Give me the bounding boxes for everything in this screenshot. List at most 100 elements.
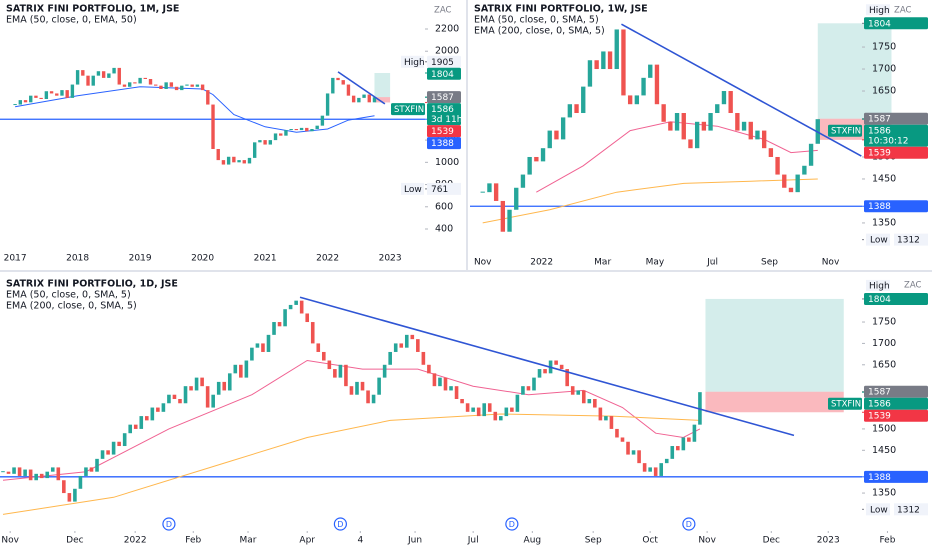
high-value: 1804 bbox=[868, 295, 891, 305]
low-value: 761 bbox=[431, 185, 448, 195]
candle bbox=[674, 113, 680, 131]
ticker-timer: 3d 11h bbox=[431, 115, 462, 125]
high-label: High bbox=[404, 58, 425, 68]
candle bbox=[607, 51, 613, 70]
candle bbox=[534, 156, 539, 162]
price-badge-label: 1539 bbox=[868, 412, 891, 422]
candle bbox=[668, 121, 673, 131]
high-badge bbox=[427, 55, 461, 68]
candle bbox=[404, 334, 409, 348]
candle bbox=[476, 407, 481, 417]
candle bbox=[6, 471, 11, 474]
candle bbox=[221, 160, 226, 165]
candle bbox=[127, 82, 132, 87]
candle bbox=[200, 377, 204, 387]
candle bbox=[493, 411, 498, 421]
candle bbox=[565, 369, 569, 387]
candle bbox=[594, 60, 599, 70]
trendline bbox=[299, 296, 795, 437]
candle bbox=[13, 104, 17, 106]
x-tick-label: 2023 bbox=[379, 254, 402, 264]
price-badge bbox=[864, 470, 928, 483]
candle bbox=[89, 467, 94, 472]
candle bbox=[500, 200, 506, 232]
dividend-marker bbox=[505, 517, 519, 531]
dividend-marker bbox=[162, 517, 176, 531]
x-tick-label: Apr bbox=[299, 536, 315, 546]
candle bbox=[527, 156, 532, 175]
indicator-label: EMA (50, close, 0, SMA, 5) bbox=[474, 15, 599, 26]
candle bbox=[601, 51, 606, 70]
dividend-label: D bbox=[166, 520, 172, 529]
candle bbox=[107, 73, 111, 78]
dividend-label: D bbox=[686, 520, 692, 529]
candle bbox=[18, 100, 23, 105]
candle bbox=[681, 437, 686, 451]
candle bbox=[782, 174, 787, 188]
ticker-price: 1586 bbox=[868, 400, 891, 410]
high-label: High bbox=[869, 281, 890, 291]
x-tick-label: Aug bbox=[524, 536, 542, 546]
candle bbox=[289, 129, 293, 131]
candle bbox=[642, 463, 647, 472]
x-tick-label: Dec bbox=[66, 536, 83, 546]
x-tick-label: 2022 bbox=[316, 254, 339, 264]
candle bbox=[357, 97, 361, 103]
candle bbox=[189, 386, 193, 391]
y-tick-label: 1750 bbox=[872, 42, 896, 53]
candle bbox=[482, 403, 487, 417]
low-label: Low bbox=[870, 236, 888, 246]
candle bbox=[687, 437, 691, 442]
y-tick-label: 1700 bbox=[872, 338, 896, 349]
candle bbox=[239, 364, 243, 378]
candle bbox=[808, 143, 814, 166]
chart-title: SATRIX FINI PORTFOLIO, 1W, JSE bbox=[474, 4, 648, 15]
candle bbox=[377, 377, 381, 395]
candle bbox=[721, 91, 727, 105]
candle bbox=[416, 339, 420, 352]
candle bbox=[84, 467, 88, 476]
candle bbox=[117, 441, 121, 447]
candle bbox=[1, 471, 5, 473]
candle bbox=[366, 390, 370, 404]
candle bbox=[294, 300, 298, 305]
ticker-timer: 10:30:12 bbox=[868, 137, 908, 147]
high-label-box bbox=[866, 279, 890, 291]
candle bbox=[554, 130, 559, 140]
candle bbox=[664, 458, 669, 464]
candle bbox=[29, 95, 33, 103]
candle bbox=[206, 90, 210, 105]
candle bbox=[50, 467, 55, 472]
price-badge bbox=[864, 112, 928, 125]
y-tick-label: 600 bbox=[435, 201, 453, 212]
x-tick-label: Nov bbox=[822, 258, 840, 268]
candle bbox=[232, 156, 236, 163]
candle bbox=[23, 100, 28, 103]
candle bbox=[768, 148, 774, 157]
y-tick-label: 2000 bbox=[435, 46, 459, 57]
high-label-box bbox=[401, 55, 424, 68]
candle bbox=[432, 373, 437, 387]
candle bbox=[78, 475, 83, 489]
price-badge bbox=[864, 200, 928, 213]
candle bbox=[244, 360, 249, 378]
candle bbox=[367, 94, 371, 103]
candle bbox=[273, 133, 278, 141]
candle bbox=[174, 86, 179, 91]
candle bbox=[614, 29, 619, 70]
candle bbox=[554, 360, 558, 365]
candle bbox=[460, 398, 464, 404]
low-label: Low bbox=[404, 185, 422, 195]
candle bbox=[355, 381, 359, 395]
x-tick-label: 2022 bbox=[124, 536, 147, 546]
candle bbox=[515, 394, 520, 412]
candle bbox=[346, 84, 351, 96]
candle bbox=[653, 467, 658, 476]
candle bbox=[421, 351, 426, 365]
price-badge-label: 1587 bbox=[868, 388, 891, 398]
candle bbox=[211, 394, 215, 408]
high-badge bbox=[864, 17, 928, 30]
candle bbox=[681, 113, 686, 140]
candle bbox=[559, 364, 564, 370]
candle bbox=[388, 351, 392, 365]
